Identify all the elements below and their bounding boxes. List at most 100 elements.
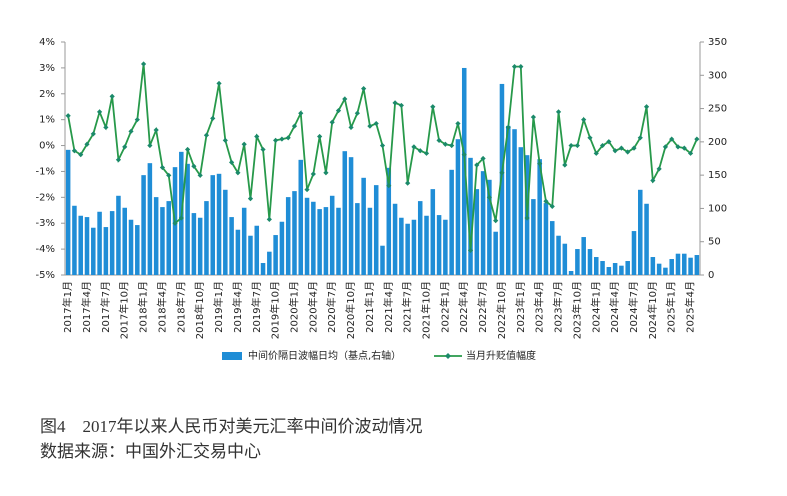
line-marker [140, 61, 147, 67]
line-marker [449, 142, 455, 149]
line-marker [486, 194, 492, 200]
bar [248, 235, 253, 275]
x-tick-label: 2020年7月 [325, 281, 338, 333]
line-marker [436, 137, 442, 143]
x-tick-label: 2024年1月 [589, 281, 602, 333]
line-marker [643, 104, 650, 110]
line-marker [461, 152, 467, 158]
line-marker [511, 63, 518, 70]
bar [91, 227, 96, 275]
line-marker [291, 123, 298, 129]
bar [638, 189, 643, 275]
line-marker [273, 137, 279, 143]
x-tick-label: 2018年1月 [137, 281, 150, 333]
x-tick-label: 2020年1月 [287, 281, 300, 333]
bar [537, 159, 542, 275]
line-marker [128, 128, 134, 134]
line-marker [178, 215, 184, 221]
legend-label: 当月升贬值幅度 [466, 349, 536, 362]
line-marker [675, 144, 681, 150]
bar [273, 235, 278, 275]
bar [631, 231, 637, 275]
bar [405, 223, 410, 275]
line-marker [606, 139, 612, 145]
y2-tick-label: 250 [708, 104, 727, 115]
line-marker [398, 102, 404, 109]
line-marker [109, 93, 115, 99]
bar [392, 203, 398, 275]
line-marker [329, 119, 335, 125]
line-marker [84, 141, 90, 147]
bar [656, 263, 662, 275]
bar [116, 195, 121, 275]
line-marker [417, 148, 423, 154]
bar [84, 217, 90, 275]
bar [235, 229, 241, 275]
line-marker [467, 247, 474, 254]
line-marker [618, 145, 625, 151]
bar [417, 201, 423, 275]
bar [160, 207, 165, 275]
x-tick-label: 2018年10月 [193, 281, 206, 339]
x-tick-label: 2024年4月 [608, 281, 621, 333]
x-tick-label: 2022年10月 [495, 281, 508, 339]
bar [317, 209, 322, 275]
bar [292, 191, 297, 275]
bar [109, 211, 115, 275]
bar [260, 263, 266, 275]
y2-tick-label: 200 [708, 137, 727, 148]
line-marker [612, 148, 618, 154]
line-marker [216, 80, 222, 87]
line-marker [90, 131, 96, 137]
x-tick-label: 2023年7月 [552, 281, 565, 333]
bar [141, 175, 146, 275]
bar [606, 267, 612, 275]
line-marker [650, 177, 656, 184]
legend-marker [445, 353, 451, 359]
line-marker [122, 144, 128, 150]
line-marker [681, 145, 687, 151]
line-marker [115, 157, 122, 163]
line-marker [96, 109, 103, 115]
bar [443, 219, 448, 275]
x-tick-label: 2021年7月 [401, 281, 414, 333]
bar [267, 251, 272, 275]
line-marker [537, 161, 543, 167]
bar [348, 157, 354, 275]
x-tick-label: 2017年1月 [61, 281, 74, 333]
line-marker [210, 115, 216, 121]
legend-swatch [222, 352, 242, 360]
bar [505, 125, 511, 275]
line-marker [505, 124, 511, 131]
line-marker [279, 136, 285, 142]
line-marker [386, 183, 392, 189]
x-tick-label: 2018年4月 [155, 281, 168, 333]
line-marker [367, 123, 373, 129]
line-marker [480, 155, 486, 162]
bar [449, 169, 454, 275]
bar [254, 225, 260, 275]
y2-tick-label: 300 [708, 70, 727, 81]
bar [411, 219, 417, 275]
line-marker [574, 142, 581, 149]
bar [65, 149, 71, 275]
line-marker [191, 163, 197, 169]
bar [518, 147, 524, 275]
bar [461, 67, 467, 275]
line-marker [493, 218, 499, 224]
line-marker [323, 170, 329, 176]
line-marker [555, 109, 562, 115]
line-marker [593, 150, 599, 156]
bar [342, 151, 348, 275]
line-marker [543, 198, 549, 204]
bar [285, 197, 291, 275]
bar [562, 243, 568, 275]
x-tick-label: 2021年4月 [382, 281, 395, 333]
x-tick-label: 2023年1月 [514, 281, 527, 333]
line-marker [342, 96, 348, 102]
line-marker [587, 135, 593, 141]
line-marker [348, 124, 354, 131]
line-marker [405, 180, 411, 186]
x-tick-label: 2023年4月 [533, 281, 546, 333]
